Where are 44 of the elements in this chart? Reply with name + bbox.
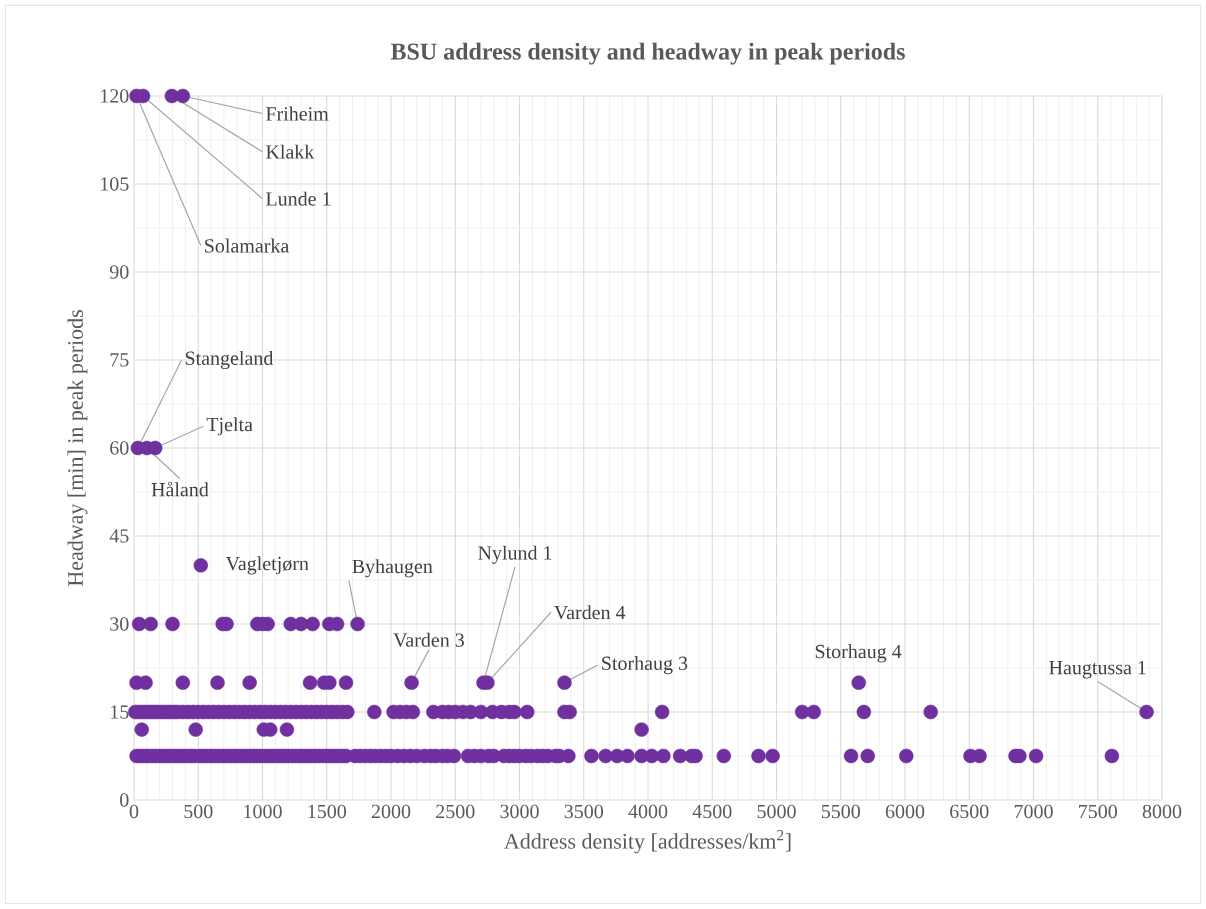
x-tick-label: 1000: [244, 804, 282, 819]
y-tick-label: 90: [109, 265, 129, 279]
y-tick-label: 60: [110, 441, 129, 455]
x-tick-label: 1500: [308, 804, 346, 819]
annotation: Varden 4: [554, 605, 626, 620]
x-tick-label: 6500: [950, 804, 989, 819]
x-tick-label: 2000: [371, 804, 411, 819]
y-axis-title: Headway [min] in peak periods: [67, 310, 88, 587]
annotation: Stangeland: [185, 350, 274, 370]
x-tick-label: 7000: [1014, 804, 1053, 819]
y-tick-label: 45: [109, 529, 129, 543]
x-tick-label: 0: [129, 804, 139, 819]
annotation: Håland: [151, 481, 209, 497]
x-tick-label: 6000: [885, 804, 925, 819]
annotation: Byhaugen: [352, 559, 433, 578]
x-tick-label: 7500: [1079, 804, 1117, 819]
y-tick-label: 120: [101, 89, 129, 103]
x-tick-label: 5500: [821, 804, 860, 819]
annotation: Varden 3: [393, 632, 464, 647]
y-tick-label: 75: [110, 353, 129, 367]
x-tick-label: 4500: [692, 804, 732, 819]
x-tick-label: 500: [184, 804, 213, 819]
x-tick-label: 2500: [436, 804, 475, 819]
annotation: Haugtussa 1: [1049, 660, 1146, 679]
x-axis-title: Address density [addresses/km$^{2}$]: [504, 830, 791, 854]
annotation: Solamarka: [205, 238, 290, 253]
y-tick-label: 30: [110, 617, 129, 631]
x-tick-label: 8000: [1142, 804, 1182, 819]
annotation: Friheim: [266, 106, 329, 121]
annotation: Nylund 1: [478, 545, 552, 564]
annotation: Klakk: [266, 144, 315, 159]
x-tick-label: 3500: [564, 804, 603, 819]
x-tick-label: 5000: [757, 804, 796, 819]
chart-title: BSU address density and headway in peak periods: [390, 42, 905, 65]
annotation: Storhaug 3: [602, 655, 688, 675]
y-tick-label: 105: [101, 177, 129, 191]
y-tick-label: 15: [111, 705, 129, 719]
annotation: Lunde 1: [266, 191, 331, 206]
y-tick-label: 0: [120, 793, 129, 807]
x-tick-label: 4000: [628, 804, 668, 819]
annotation: Tjelta: [206, 417, 253, 436]
annotation: Vagletjørn: [225, 556, 309, 575]
x-tick-label: 3000: [500, 804, 539, 819]
annotation: Storhaug 4: [815, 644, 902, 663]
